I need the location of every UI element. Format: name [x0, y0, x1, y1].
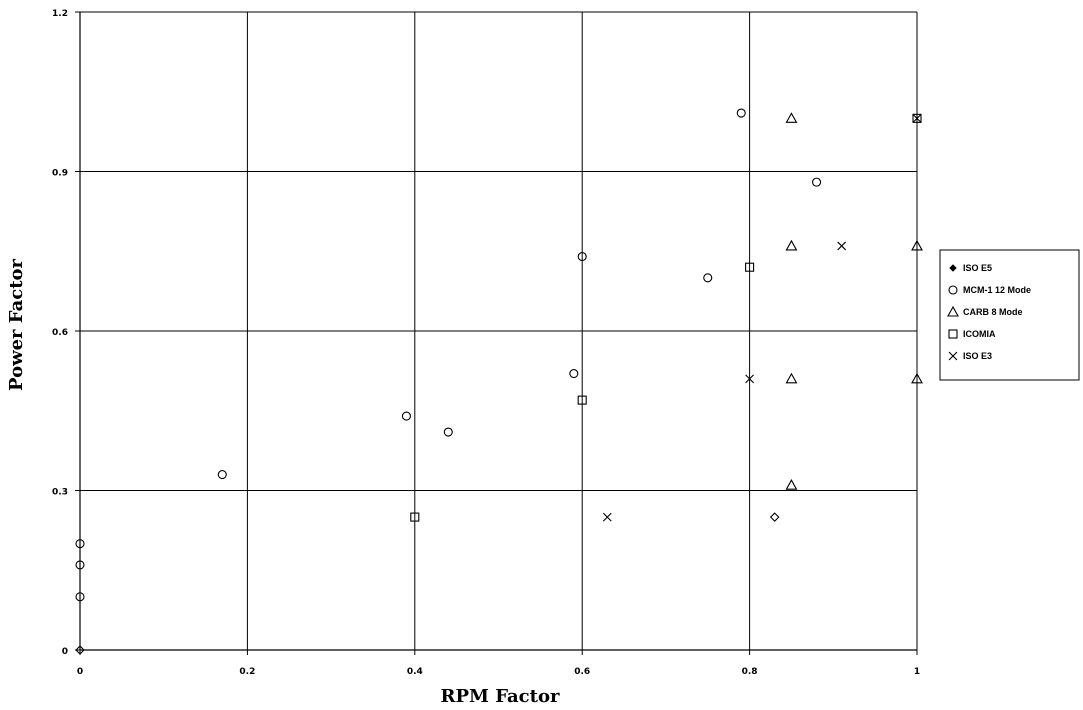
- legend-marker-iso-e5: [949, 264, 957, 272]
- x-axis-title: RPM Factor: [441, 686, 560, 707]
- point-iso-e3: [745, 374, 754, 384]
- point-mcm-1-12-mode: [75, 560, 85, 570]
- y-tick-labels: 0 0.3 0.6 0.9 1.2: [52, 9, 68, 657]
- point-carb-8-mode: [785, 372, 798, 384]
- legend-marker-mcm-1-12-mode: [948, 285, 958, 295]
- point-icomia: [577, 395, 587, 405]
- point-iso-e5: [75, 645, 85, 655]
- point-carb-8-mode: [785, 112, 798, 123]
- point-mcm-1-12-mode: [443, 427, 453, 437]
- legend-label-iso-e3: ISO E3: [963, 351, 992, 361]
- point-mcm-1-12-mode: [217, 469, 227, 480]
- legend-label-iso-e5: ISO E5: [963, 263, 992, 273]
- point-mcm-1-12-mode: [577, 252, 587, 262]
- legend-label-carb-8-mode: CARB 8 Mode: [963, 307, 1023, 317]
- x-tick-label: 0: [77, 667, 83, 677]
- point-mcm-1-12-mode: [569, 368, 579, 379]
- point-mcm-1-12-mode: [75, 539, 85, 549]
- legend-box: [939, 249, 1080, 381]
- x-tick-label: 0.6: [574, 667, 590, 677]
- point-mcm-1-12-mode: [401, 411, 411, 421]
- point-carb-8-mode: [911, 239, 923, 251]
- grid-lines: [80, 11, 918, 650]
- legend-marker-carb-8-mode: [947, 305, 959, 317]
- x-tick-label: 0.8: [742, 667, 758, 677]
- point-mcm-1-12-mode: [736, 108, 746, 118]
- legend-label-mcm-1-12-mode: MCM-1 12 Mode: [963, 285, 1031, 295]
- point-iso-e3: [837, 241, 847, 251]
- legend-marker-iso-e3: [948, 351, 958, 361]
- point-iso-e5: [769, 512, 780, 522]
- y-tick-label: 0: [62, 647, 68, 657]
- legend: ISO E5 MCM-1 12 Mode CARB 8 Mode ICOMIA ISO …: [939, 249, 1080, 381]
- x-tick-labels: 0 0.2 0.4 0.6 0.8 1: [77, 667, 920, 677]
- point-icomia: [410, 512, 420, 522]
- point-carb-8-mode: [785, 239, 798, 251]
- x-tick-label: 0.4: [407, 667, 423, 677]
- point-mcm-1-12-mode: [703, 273, 713, 283]
- legend-label-icomia: ICOMIA: [963, 329, 996, 339]
- point-iso-e3: [602, 512, 612, 522]
- y-axis-title: Power Factor: [6, 258, 27, 390]
- y-tick-label: 0.3: [52, 488, 68, 498]
- axes: [75, 11, 918, 655]
- x-tick-label: 0.2: [239, 667, 255, 677]
- point-icomia: [745, 262, 755, 272]
- y-tick-label: 0.9: [52, 169, 68, 179]
- data-points: [75, 108, 923, 655]
- y-tick-label: 0.6: [52, 328, 68, 338]
- point-carb-8-mode: [911, 372, 923, 384]
- point-iso-e3: [912, 113, 922, 123]
- point-carb-8-mode: [785, 479, 798, 490]
- point-icomia: [912, 113, 922, 123]
- point-mcm-1-12-mode: [75, 592, 85, 602]
- legend-marker-icomia: [948, 329, 958, 339]
- point-mcm-1-12-mode: [812, 177, 822, 187]
- y-tick-label: 1.2: [52, 9, 68, 19]
- x-tick-label: 1: [914, 667, 920, 677]
